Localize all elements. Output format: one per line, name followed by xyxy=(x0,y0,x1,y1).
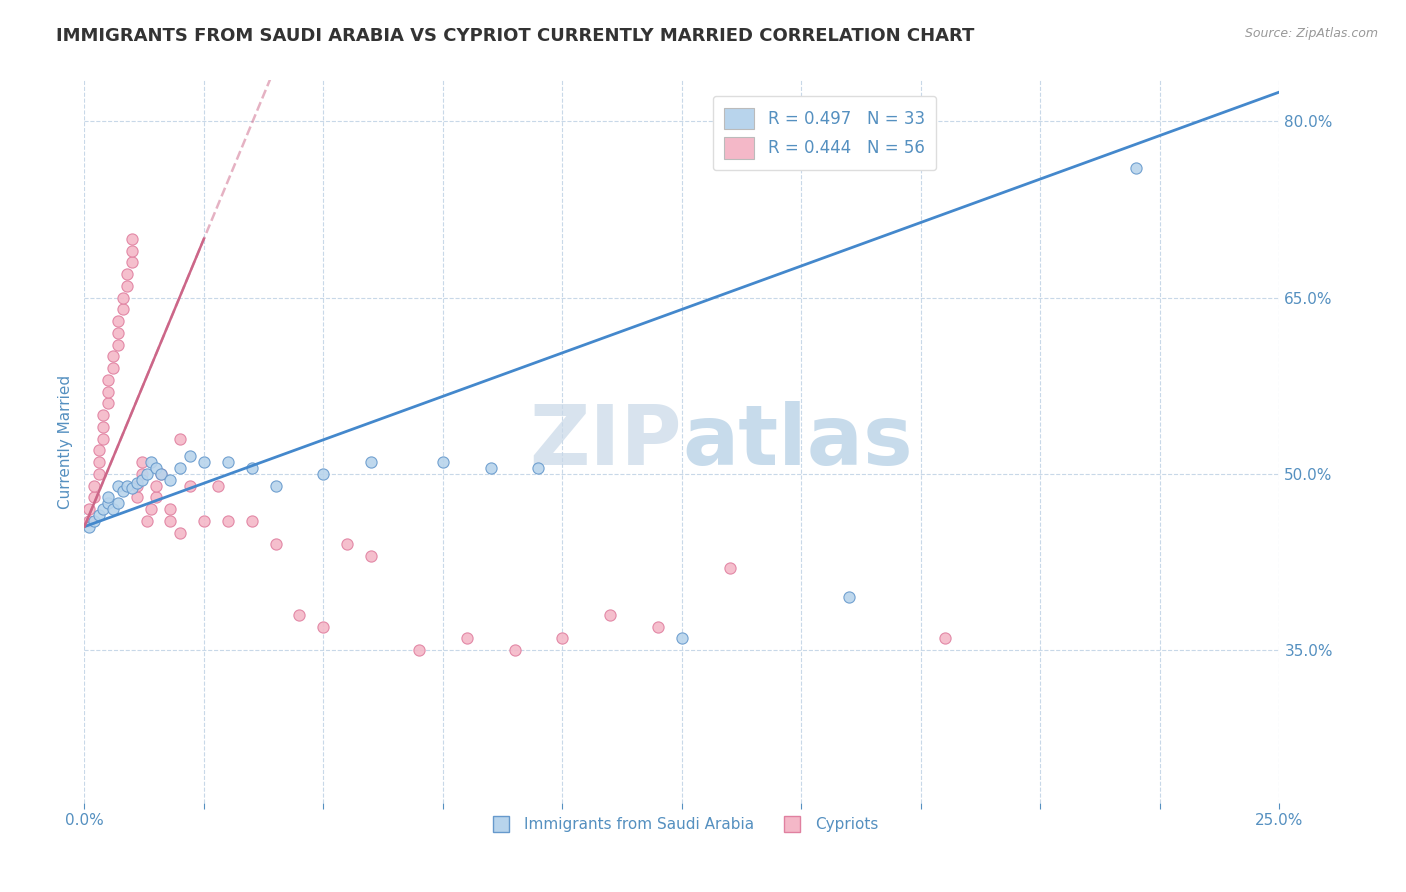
Point xyxy=(131,473,153,487)
Point xyxy=(179,478,201,492)
Point xyxy=(101,361,124,376)
Text: Source: ZipAtlas.com: Source: ZipAtlas.com xyxy=(1244,27,1378,40)
Point xyxy=(207,478,229,492)
Point xyxy=(240,461,263,475)
Point xyxy=(87,443,110,458)
Point xyxy=(107,478,129,492)
Point xyxy=(107,314,129,328)
Legend: Immigrants from Saudi Arabia, Cypriots: Immigrants from Saudi Arabia, Cypriots xyxy=(479,812,884,838)
Point xyxy=(93,502,115,516)
Point xyxy=(264,537,287,551)
Point xyxy=(718,561,741,575)
Point xyxy=(264,478,287,492)
Point xyxy=(101,350,124,364)
Point xyxy=(336,537,359,551)
Point xyxy=(432,455,454,469)
Point xyxy=(312,467,335,481)
Text: IMMIGRANTS FROM SAUDI ARABIA VS CYPRIOT CURRENTLY MARRIED CORRELATION CHART: IMMIGRANTS FROM SAUDI ARABIA VS CYPRIOT … xyxy=(56,27,974,45)
Point xyxy=(193,514,215,528)
Point xyxy=(217,514,239,528)
Point xyxy=(145,491,167,505)
Point xyxy=(97,396,120,410)
Point xyxy=(149,467,172,481)
Point xyxy=(111,291,134,305)
Point xyxy=(135,514,157,528)
Point xyxy=(125,476,148,491)
Point xyxy=(141,455,163,469)
Point xyxy=(551,632,574,646)
Point xyxy=(599,607,621,622)
Point xyxy=(101,502,124,516)
Point xyxy=(131,455,153,469)
Point xyxy=(121,481,143,495)
Point xyxy=(240,514,263,528)
Point xyxy=(456,632,478,646)
Point xyxy=(87,467,110,481)
Point xyxy=(97,496,120,510)
Point xyxy=(93,408,115,422)
Point xyxy=(125,491,148,505)
Point xyxy=(159,514,181,528)
Point xyxy=(97,373,120,387)
Point xyxy=(169,525,191,540)
Point xyxy=(93,432,115,446)
Point xyxy=(107,326,129,340)
Point xyxy=(111,302,134,317)
Point xyxy=(97,491,120,505)
Point xyxy=(159,473,181,487)
Point xyxy=(527,461,550,475)
Point xyxy=(217,455,239,469)
Point xyxy=(503,643,526,657)
Point xyxy=(934,632,956,646)
Point xyxy=(135,467,157,481)
Point xyxy=(671,632,693,646)
Point xyxy=(83,514,105,528)
Point xyxy=(117,267,139,281)
Point xyxy=(360,549,382,563)
Point xyxy=(131,467,153,481)
Point xyxy=(107,337,129,351)
Point xyxy=(117,278,139,293)
Point xyxy=(169,432,191,446)
Point xyxy=(111,484,134,499)
Point xyxy=(149,467,172,481)
Point xyxy=(159,502,181,516)
Point xyxy=(141,502,163,516)
Point xyxy=(77,514,100,528)
Point xyxy=(169,461,191,475)
Point xyxy=(77,502,100,516)
Point xyxy=(107,496,129,510)
Y-axis label: Currently Married: Currently Married xyxy=(58,375,73,508)
Point xyxy=(288,607,311,622)
Point xyxy=(87,455,110,469)
Point xyxy=(117,478,139,492)
Point xyxy=(93,420,115,434)
Point xyxy=(193,455,215,469)
Point xyxy=(647,619,669,633)
Point xyxy=(312,619,335,633)
Point xyxy=(97,384,120,399)
Point xyxy=(125,478,148,492)
Text: atlas: atlas xyxy=(682,401,912,482)
Point xyxy=(77,519,100,533)
Point xyxy=(145,461,167,475)
Point xyxy=(121,244,143,258)
Point xyxy=(408,643,430,657)
Point xyxy=(838,591,860,605)
Point xyxy=(1125,161,1147,176)
Point xyxy=(479,461,502,475)
Point xyxy=(145,478,167,492)
Point xyxy=(83,478,105,492)
Point xyxy=(83,491,105,505)
Text: ZIP: ZIP xyxy=(530,401,682,482)
Point xyxy=(121,255,143,269)
Point xyxy=(121,232,143,246)
Point xyxy=(179,449,201,463)
Point xyxy=(360,455,382,469)
Point xyxy=(87,508,110,522)
